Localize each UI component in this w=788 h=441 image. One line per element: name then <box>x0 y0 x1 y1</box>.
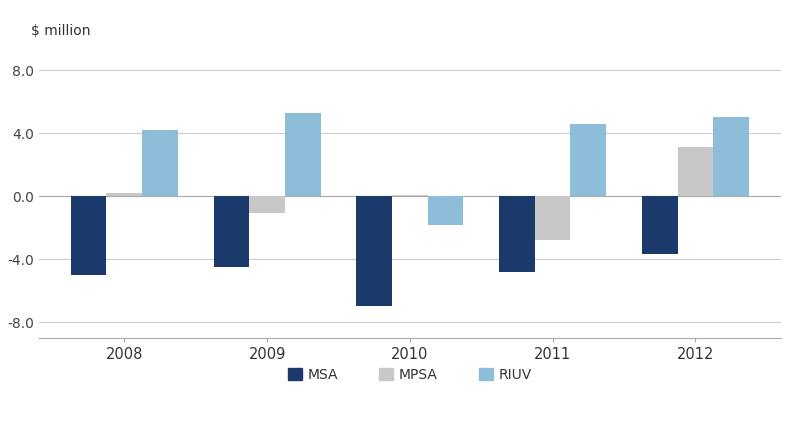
Bar <box>106 193 142 196</box>
Text: $ million: $ million <box>32 23 91 37</box>
Bar <box>642 196 678 254</box>
Bar <box>142 130 178 196</box>
Bar <box>392 194 428 196</box>
Bar <box>285 113 321 196</box>
Bar <box>71 196 106 275</box>
Bar <box>571 124 606 196</box>
Bar <box>249 196 285 213</box>
Bar <box>535 196 571 240</box>
Bar <box>678 147 713 196</box>
Bar <box>428 196 463 224</box>
Bar <box>713 117 749 196</box>
Bar <box>356 196 392 306</box>
Bar <box>499 196 535 272</box>
Legend: MSA, MPSA, RIUV: MSA, MPSA, RIUV <box>282 363 537 388</box>
Bar <box>214 196 249 267</box>
